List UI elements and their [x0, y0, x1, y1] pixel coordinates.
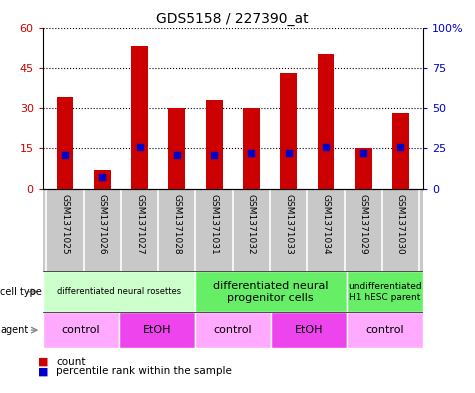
- Text: count: count: [56, 356, 86, 367]
- Text: ■: ■: [38, 366, 48, 376]
- Bar: [243, 108, 260, 189]
- Bar: [317, 54, 334, 189]
- Text: GSM1371031: GSM1371031: [209, 195, 218, 255]
- Bar: [43, 271, 195, 312]
- Point: [136, 143, 143, 150]
- Text: control: control: [61, 325, 100, 335]
- Text: agent: agent: [0, 325, 28, 335]
- Bar: [347, 312, 423, 348]
- Bar: [355, 148, 371, 189]
- Bar: [347, 271, 423, 312]
- Point: [285, 150, 293, 156]
- Bar: [169, 108, 185, 189]
- Point: [360, 150, 367, 156]
- Text: GSM1371027: GSM1371027: [135, 195, 144, 255]
- Bar: [131, 46, 148, 189]
- Title: GDS5158 / 227390_at: GDS5158 / 227390_at: [156, 13, 309, 26]
- Point: [61, 152, 69, 158]
- Point: [210, 152, 218, 158]
- Bar: [43, 189, 423, 271]
- Text: undifferentiated
H1 hESC parent: undifferentiated H1 hESC parent: [348, 282, 422, 301]
- Point: [98, 174, 106, 180]
- Text: cell type: cell type: [0, 287, 42, 297]
- Text: EtOH: EtOH: [294, 325, 323, 335]
- Point: [397, 143, 404, 150]
- Text: GSM1371029: GSM1371029: [359, 195, 368, 255]
- Text: differentiated neural rosettes: differentiated neural rosettes: [57, 287, 181, 296]
- Text: GSM1371026: GSM1371026: [98, 195, 107, 255]
- Text: GSM1371030: GSM1371030: [396, 195, 405, 255]
- Bar: [271, 312, 347, 348]
- Bar: [94, 170, 111, 189]
- Point: [173, 152, 180, 158]
- Bar: [206, 100, 222, 189]
- Text: control: control: [365, 325, 404, 335]
- Bar: [119, 312, 195, 348]
- Bar: [57, 97, 74, 189]
- Text: percentile rank within the sample: percentile rank within the sample: [56, 366, 232, 376]
- Text: GSM1371025: GSM1371025: [61, 195, 70, 255]
- Point: [247, 150, 255, 156]
- Point: [322, 143, 330, 150]
- Text: control: control: [213, 325, 252, 335]
- Bar: [195, 312, 271, 348]
- Bar: [43, 312, 119, 348]
- Bar: [195, 271, 347, 312]
- Text: EtOH: EtOH: [142, 325, 171, 335]
- Text: GSM1371033: GSM1371033: [284, 195, 293, 255]
- Text: ■: ■: [38, 356, 48, 367]
- Bar: [280, 73, 297, 189]
- Bar: [392, 114, 409, 189]
- Text: GSM1371028: GSM1371028: [172, 195, 181, 255]
- Text: GSM1371034: GSM1371034: [322, 195, 331, 255]
- Text: differentiated neural
progenitor cells: differentiated neural progenitor cells: [213, 281, 329, 303]
- Text: GSM1371032: GSM1371032: [247, 195, 256, 255]
